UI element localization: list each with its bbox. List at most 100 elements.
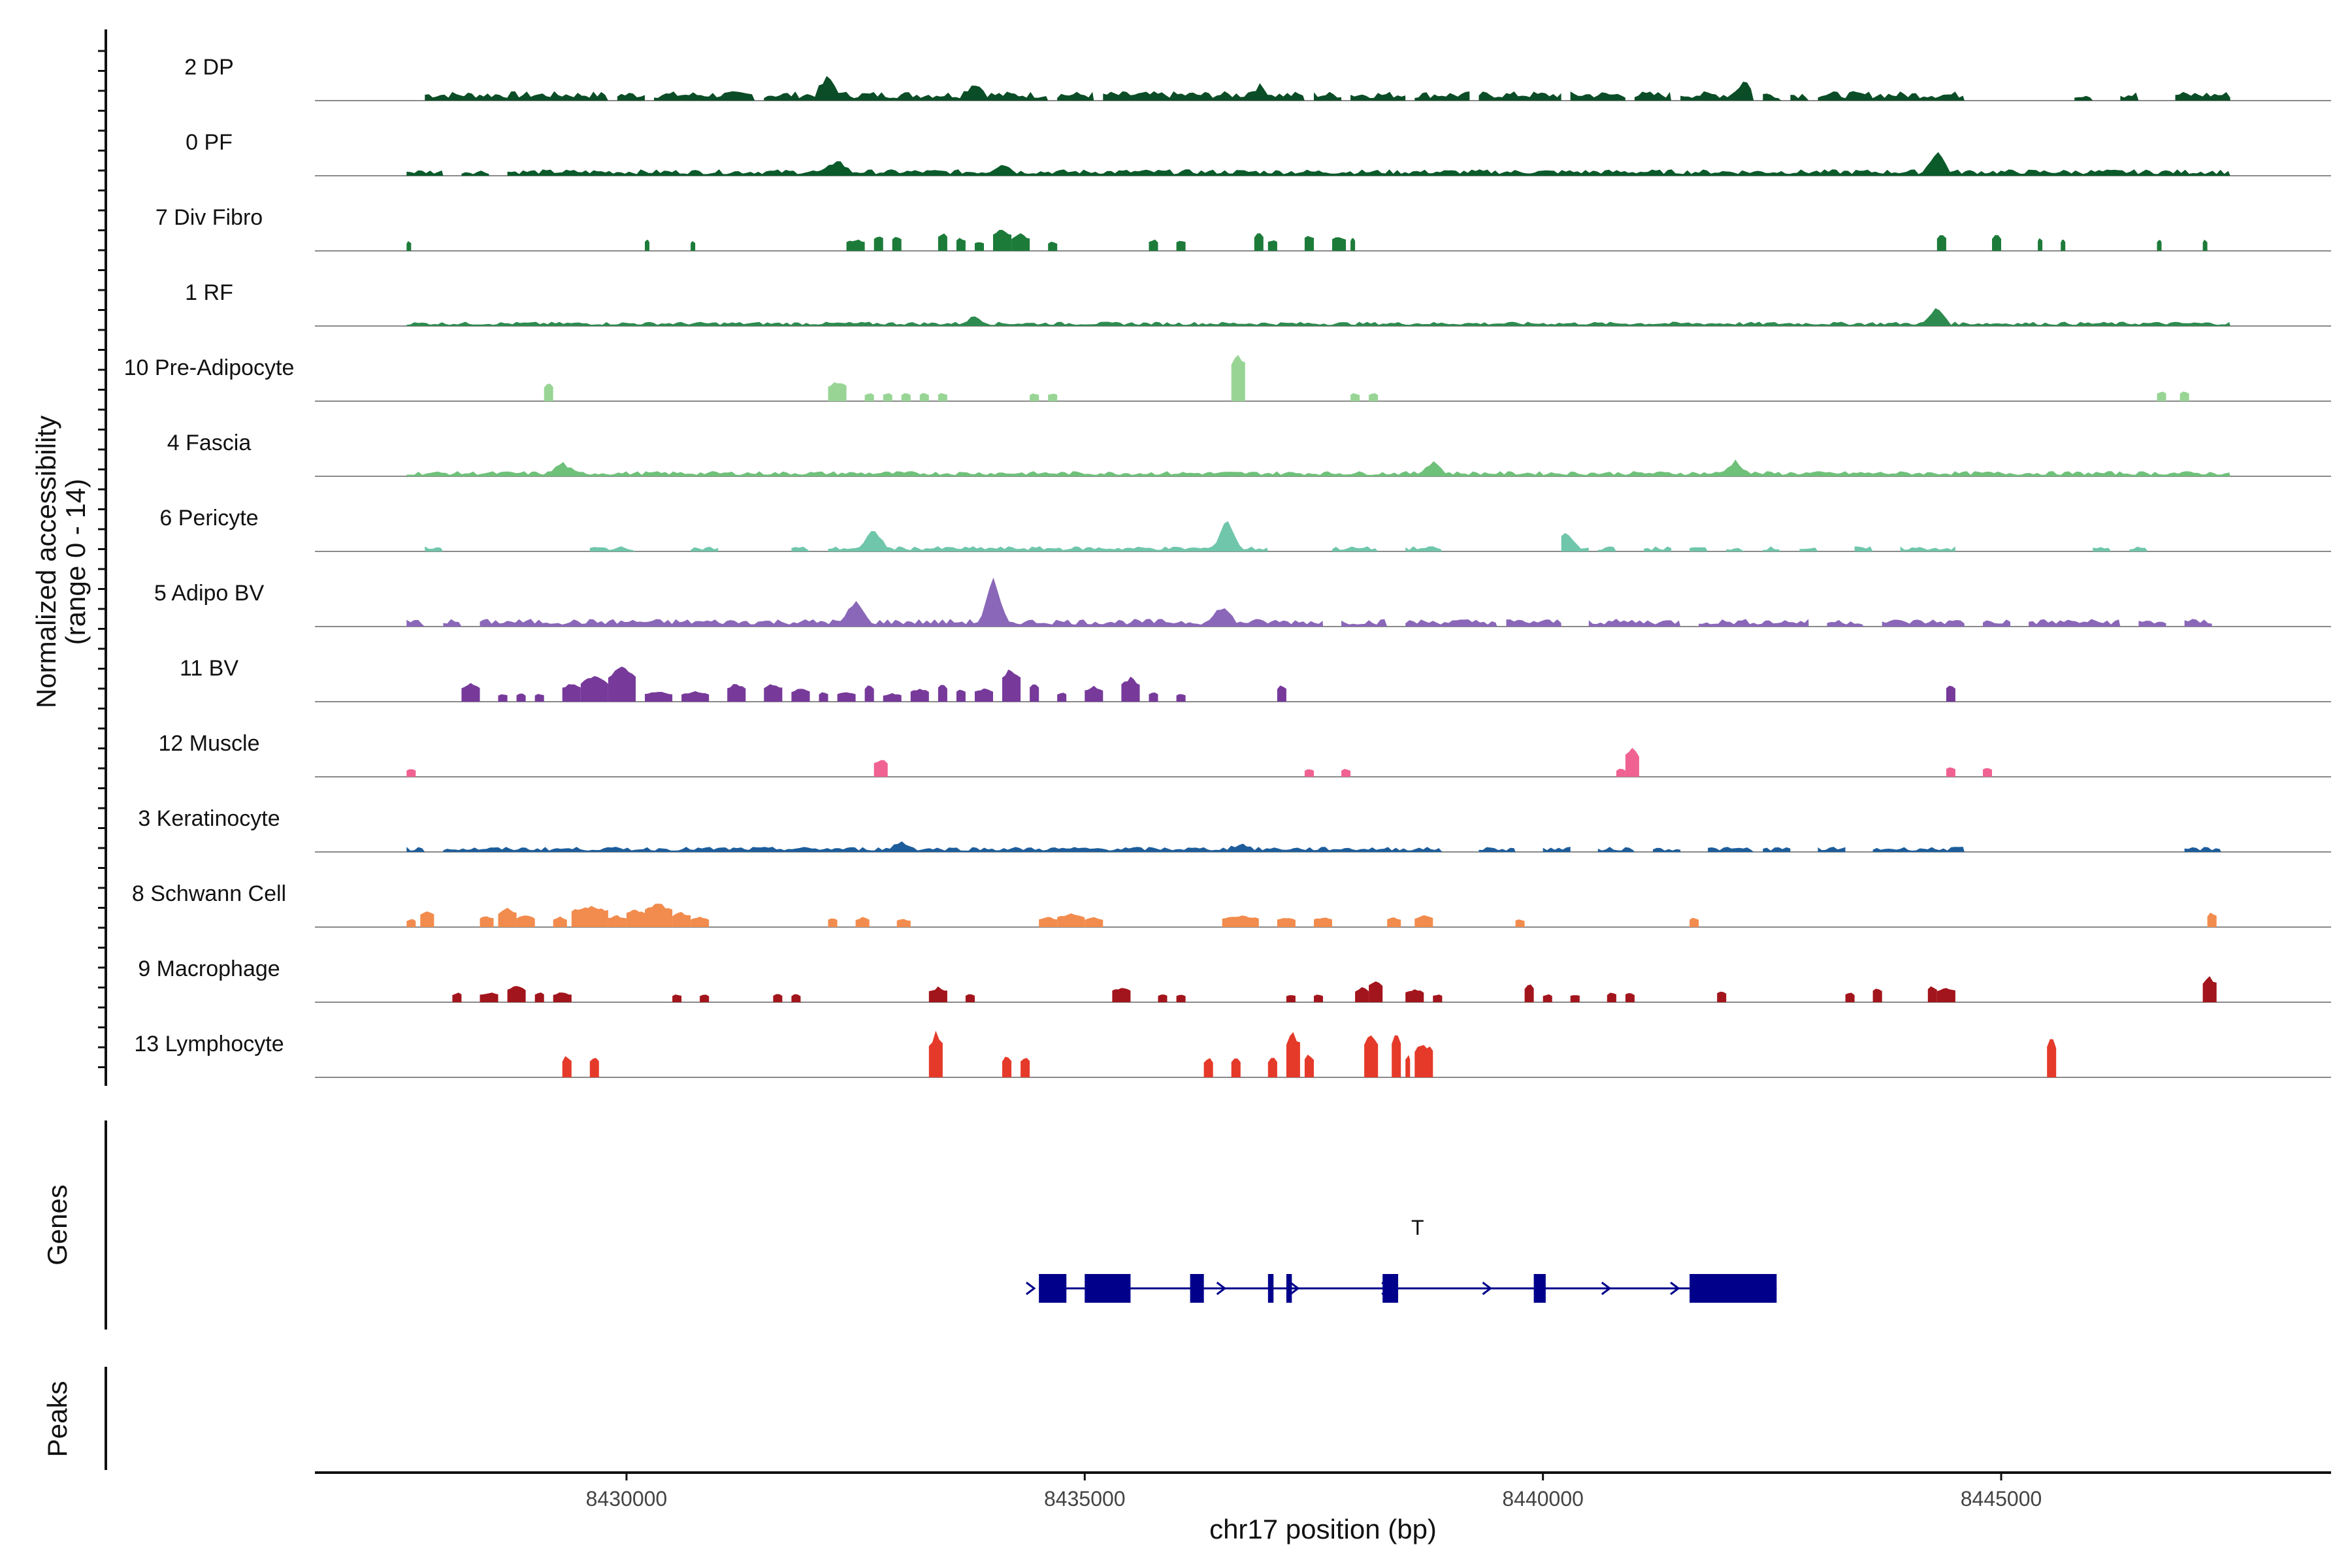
coverage-block (883, 393, 892, 401)
coverage-block (837, 692, 856, 702)
coverage-block (928, 986, 947, 1002)
coverage-area (2093, 547, 2112, 551)
coverage-block (1057, 693, 1067, 702)
coverage-block (2047, 1039, 2057, 1077)
coverage-block (1176, 694, 1186, 702)
coverage-area (1983, 619, 2010, 627)
coverage-area (443, 841, 1443, 852)
coverage-block (1002, 1056, 1012, 1077)
coverage-area (1570, 91, 1625, 101)
coverage-block (498, 694, 508, 702)
coverage-block (480, 916, 494, 927)
coverage-block (1405, 989, 1424, 1002)
track-label: 5 Adipo BV (154, 581, 265, 606)
coverage-block (1616, 768, 1625, 777)
coverage-block (1267, 240, 1277, 251)
coverage-block (1625, 747, 1639, 777)
coverage-block (1369, 981, 1383, 1002)
track-2-dp: 2 DP (184, 55, 2331, 101)
coverage-area (1405, 619, 1497, 627)
coverage-block (1112, 988, 1131, 1002)
coverage-block (1267, 1058, 1277, 1077)
coverage-block (828, 382, 847, 401)
track-label: 12 Muscle (159, 731, 260, 756)
coverage-block (1392, 1035, 1401, 1077)
coverage-area (1478, 847, 1516, 852)
coverage-area (1882, 619, 1965, 627)
coverage-area (1103, 83, 1305, 101)
coverage-area (2029, 619, 2121, 627)
coverage-block (1607, 992, 1616, 1002)
coverage-block (773, 994, 783, 1002)
coverage-block (1845, 992, 1855, 1002)
coverage-area (1818, 91, 1965, 101)
coverage-block (1570, 995, 1580, 1002)
coverage-block (1690, 917, 1699, 927)
coverage-block (461, 683, 480, 702)
coverage-block (589, 1058, 599, 1077)
coverage-block (828, 918, 838, 927)
coverage-block (1332, 237, 1347, 251)
coverage-area (764, 76, 1049, 101)
coverage-block (864, 393, 874, 401)
x-tick-label: 8440000 (1502, 1487, 1584, 1511)
strand-arrow (1601, 1281, 1612, 1296)
coverage-area (828, 521, 1268, 551)
strand-arrow (1670, 1281, 1680, 1296)
coverage-area (1561, 532, 1589, 551)
coverage-block (672, 994, 682, 1002)
coverage-area (617, 93, 645, 101)
track-9-macrophage: 9 Macrophage (138, 956, 2331, 1003)
coverage-block (965, 994, 975, 1002)
coverage-block (874, 237, 883, 251)
coverage-block (480, 992, 498, 1002)
track-11-bv: 11 BV (180, 656, 2331, 702)
coverage-block (608, 666, 636, 702)
coverage-block (764, 684, 783, 702)
coverage-area (1543, 847, 1571, 852)
track-label: 13 Lymphocyte (134, 1032, 284, 1056)
x-axis-ticks: 8430000 8435000 8440000 8445000 (586, 1473, 2042, 1511)
coverage-area (1872, 847, 1965, 852)
coverage-block (1625, 993, 1635, 1002)
track-group: 2 DP 0 PF 7 Div Fibro 1 RF 10 Pre-Adipocyte 4… (124, 55, 2331, 1078)
gene-exon (1286, 1274, 1292, 1303)
coverage-block (700, 994, 710, 1002)
coverage-block (791, 994, 801, 1002)
strand-arrow (1482, 1281, 1492, 1296)
coverage-block (901, 393, 911, 401)
coverage-area (1680, 82, 1754, 101)
x-tick-label: 8445000 (1961, 1487, 2042, 1511)
coverage-area (1763, 93, 1782, 101)
coverage-block (672, 911, 691, 927)
coverage-block (1158, 994, 1168, 1002)
coverage-block (1936, 235, 1946, 251)
coverage-block (681, 691, 710, 702)
coverage-block (507, 986, 526, 1002)
gene-exon (1533, 1274, 1546, 1303)
coverage-block (864, 685, 874, 702)
track-label: 8 Schwann Cell (132, 881, 286, 906)
gene-exon (1267, 1274, 1274, 1303)
coverage-area (791, 546, 810, 551)
genes-panel-label: Genes (42, 1184, 73, 1266)
coverage-block (534, 992, 544, 1002)
coverage-block (645, 904, 673, 927)
coverage-area (1057, 91, 1094, 101)
coverage-area (1763, 847, 1791, 852)
coverage-block (1002, 669, 1021, 702)
coverage-block (1231, 355, 1245, 401)
coverage-area (2175, 91, 2230, 101)
coverage-block (1085, 917, 1103, 927)
coverage-area (1634, 91, 1671, 101)
coverage-block (562, 684, 581, 702)
coverage-area (589, 546, 636, 551)
coverage-block (1039, 917, 1058, 927)
gene-name-label: T (1411, 1216, 1424, 1239)
coverage-block (1364, 1035, 1379, 1077)
coverage-block (938, 685, 947, 702)
coverage-area (2074, 95, 2093, 101)
coverage-area (406, 170, 444, 176)
track-label: 9 Macrophage (138, 956, 280, 981)
coverage-block (1304, 236, 1314, 251)
